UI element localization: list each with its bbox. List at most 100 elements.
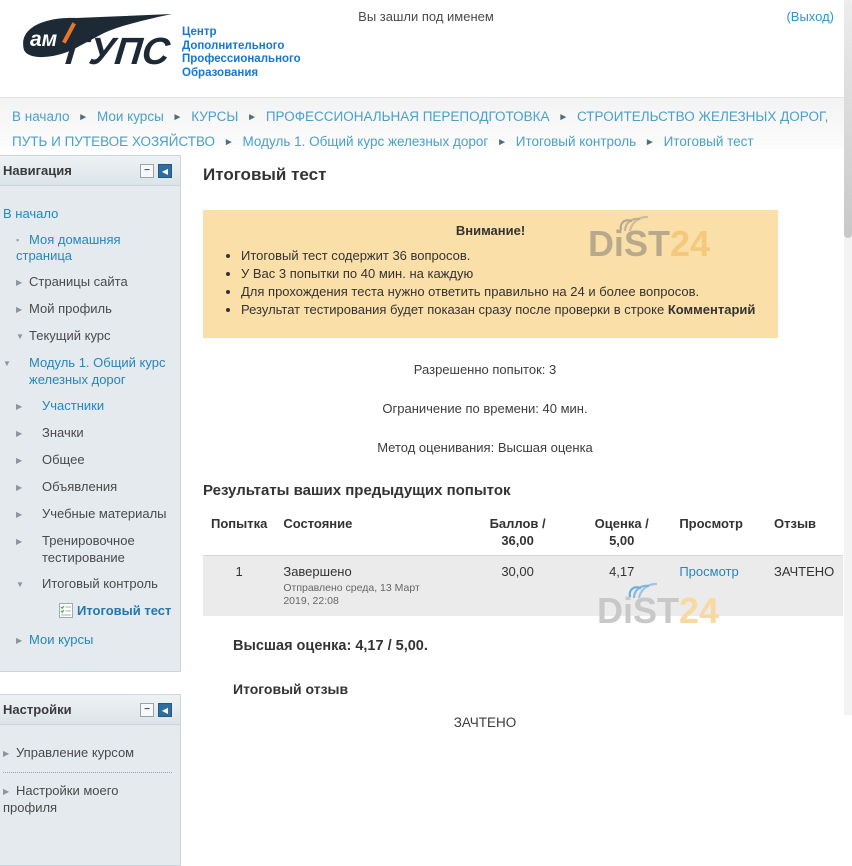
table-header-row: Попытка Состояние Баллов / 36,00 Оценка … — [203, 509, 843, 556]
chevron-right-icon: ▶ — [16, 278, 23, 287]
notice-bullet: Для прохождения теста нужно ответить пра… — [241, 284, 760, 299]
attention-notice: Внимание! Итоговый тест содержит 36 вопр… — [203, 210, 778, 338]
logout-link[interactable]: (Выход) — [786, 9, 834, 24]
col-points: Баллов / 36,00 — [463, 509, 573, 556]
sidebar-item-final-control[interactable]: ▼ Итоговый контроль — [16, 576, 158, 591]
dock-block-icon[interactable]: ◀ — [158, 702, 172, 717]
breadcrumb-final-test[interactable]: Итоговый тест — [663, 134, 754, 149]
quiz-icon — [59, 603, 73, 622]
vertical-scrollbar[interactable] — [844, 0, 852, 715]
notice-title: Внимание! — [455, 223, 526, 238]
chevron-right-icon: ▶ — [16, 429, 23, 438]
chevron-right-icon: ▶ — [16, 456, 23, 465]
chevron-right-icon: ▶ — [16, 636, 23, 645]
notice-bullet: У Вас 3 попытки по 40 мин. на каждую — [241, 266, 760, 281]
breadcrumb-arrow-icon: ► — [247, 112, 258, 123]
chevron-right-icon: ▶ — [3, 749, 10, 758]
sidebar-item-study-materials[interactable]: ▶ Учебные материалы — [16, 506, 167, 521]
sidebar-item-home[interactable]: В начало — [3, 206, 59, 221]
breadcrumb-home[interactable]: В начало — [12, 109, 70, 124]
sidebar-item-general[interactable]: ▶ Общее — [16, 452, 85, 467]
sidebar-item-my-home[interactable]: ▪ Моя домашняя страница — [16, 232, 121, 263]
settings-block: Настройки − ◀ ▶ Управление курсом ▶ Настро… — [0, 694, 181, 866]
scrollbar-thumb[interactable] — [844, 0, 852, 238]
logo-brand-prefix: ам — [30, 28, 58, 51]
chevron-right-icon: ▶ — [16, 305, 23, 314]
sidebar-item-participants[interactable]: ▶ Участники — [16, 398, 105, 413]
chevron-down-icon: ▼ — [16, 332, 24, 341]
sidebar-item-course-administration[interactable]: ▶ Управление курсом — [3, 745, 135, 760]
logo-brand-main: ГУПС — [64, 31, 173, 73]
chevron-right-icon: ▶ — [16, 537, 23, 546]
breadcrumb-courses[interactable]: КУРСЫ — [191, 109, 239, 124]
navigation-block-body: В начало ▪ Моя домашняя страница ▶ Страниц… — [0, 186, 180, 671]
cell-points: 30,00 — [463, 555, 573, 616]
breadcrumb-module1[interactable]: Модуль 1. Общий курс железных дорог — [242, 134, 489, 149]
notice-bold-word: Комментарий — [667, 302, 756, 317]
time-limit-text: Ограничение по времени: 40 мин. — [382, 401, 588, 416]
breadcrumb-arrow-icon: ► — [558, 112, 569, 123]
breadcrumb-my-courses[interactable]: Мои курсы — [96, 109, 164, 124]
notice-bullet: Результат тестирования будет показан сра… — [241, 302, 760, 317]
login-status-text: Вы зашли под именем — [358, 9, 494, 24]
breadcrumb-arrow-icon: ► — [644, 137, 655, 148]
samgups-logo-icon: ам ГУПС — [23, 14, 173, 73]
notice-bullet: Итоговый тест содержит 36 вопросов. — [241, 248, 760, 263]
col-feedback: Отзыв — [766, 509, 843, 556]
chevron-right-icon: ▶ — [3, 787, 10, 796]
cell-feedback: ЗАЧТЕНО — [766, 555, 843, 616]
settings-block-body: ▶ Управление курсом ▶ Настройки моего проф… — [0, 725, 180, 865]
collapse-block-icon[interactable]: − — [140, 702, 154, 717]
final-feedback-heading: Итоговый отзыв — [233, 681, 349, 697]
results-heading: Результаты ваших предыдущих попыток — [203, 482, 511, 499]
sidebar-item-current-course[interactable]: ▼ Текущий курс — [16, 328, 111, 343]
settings-block-title: Настройки — [3, 702, 72, 717]
breadcrumb-final-control[interactable]: Итоговый контроль — [515, 134, 637, 149]
chevron-right-icon: ▶ — [16, 402, 23, 411]
best-grade-text: Высшая оценка: 4,17 / 5,00. — [233, 638, 428, 654]
chevron-down-icon: ▼ — [3, 359, 11, 368]
navigation-block-header: Навигация − ◀ — [0, 156, 180, 186]
cell-state-detail: Отправлено среда, 13 Март 2019, 22:08 — [283, 582, 420, 607]
cell-review: Просмотр — [671, 555, 766, 616]
col-attempt: Попытка — [203, 509, 276, 556]
cell-grade: 4,17 — [572, 555, 672, 616]
chevron-down-icon: ▼ — [16, 580, 24, 589]
logo[interactable]: ам ГУПС Центр Дополнительного Профессион… — [14, 12, 301, 80]
sidebar-item-training-testing[interactable]: ▶ Тренировочное тестирование — [16, 533, 135, 565]
sidebar-item-final-test[interactable]: Итоговый тест — [3, 603, 172, 622]
final-feedback-value: ЗАЧТЕНО — [453, 715, 517, 730]
breadcrumb-railway-construction[interactable]: СТРОИТЕЛЬСТВО ЖЕЛЕЗНЫХ ДОРОГ, ПУТЬ И ПУТ… — [12, 109, 829, 149]
col-review: Просмотр — [671, 509, 766, 556]
attempts-table: Попытка Состояние Баллов / 36,00 Оценка … — [203, 509, 843, 616]
table-row: 1 Завершено Отправлено среда, 13 Март 20… — [203, 555, 843, 616]
sidebar-item-my-courses[interactable]: ▶ Мои курсы — [16, 632, 94, 647]
navigation-block: Навигация − ◀ В начало ▪ Моя домашняя стр… — [0, 155, 181, 672]
square-bullet-icon: ▪ — [16, 235, 20, 245]
divider — [3, 772, 172, 773]
sidebar-item-my-profile[interactable]: ▶ Мой профиль — [16, 301, 112, 316]
sidebar: Навигация − ◀ В начало ▪ Моя домашняя стр… — [0, 155, 181, 866]
sidebar-item-module1[interactable]: ▼ Модуль 1. Общий курс железных дорог — [3, 355, 166, 387]
sidebar-item-announcements[interactable]: ▶ Объявления — [16, 479, 118, 494]
breadcrumb-arrow-icon: ► — [172, 112, 183, 123]
navigation-block-title: Навигация — [3, 163, 72, 178]
breadcrumb-arrow-icon: ► — [497, 137, 507, 148]
chevron-right-icon: ▶ — [16, 510, 23, 519]
breadcrumb-arrow-icon: ► — [223, 137, 234, 148]
org-name: Центр Дополнительного Профессионального … — [182, 26, 301, 79]
sidebar-item-badges[interactable]: ▶ Значки — [16, 425, 84, 440]
page-title: Итоговый тест — [203, 165, 327, 184]
dock-block-icon[interactable]: ◀ — [158, 163, 172, 178]
review-link[interactable]: Просмотр — [679, 564, 739, 579]
collapse-block-icon[interactable]: − — [140, 163, 154, 178]
sidebar-item-my-profile-settings[interactable]: ▶ Настройки моего профиля — [3, 783, 119, 815]
breadcrumb-arrow-icon: ► — [78, 112, 89, 123]
notice-bullet-list: Итоговый тест содержит 36 вопросов. У Ва… — [221, 248, 760, 317]
breadcrumb-prof-retraining[interactable]: ПРОФЕССИОНАЛЬНАЯ ПЕРЕПОДГОТОВКА — [265, 109, 550, 124]
col-grade: Оценка / 5,00 — [572, 509, 672, 556]
sidebar-item-site-pages[interactable]: ▶ Страницы сайта — [16, 274, 128, 289]
cell-attempt-number: 1 — [203, 555, 276, 616]
chevron-right-icon: ▶ — [16, 483, 23, 492]
settings-block-header: Настройки − ◀ — [0, 695, 180, 725]
